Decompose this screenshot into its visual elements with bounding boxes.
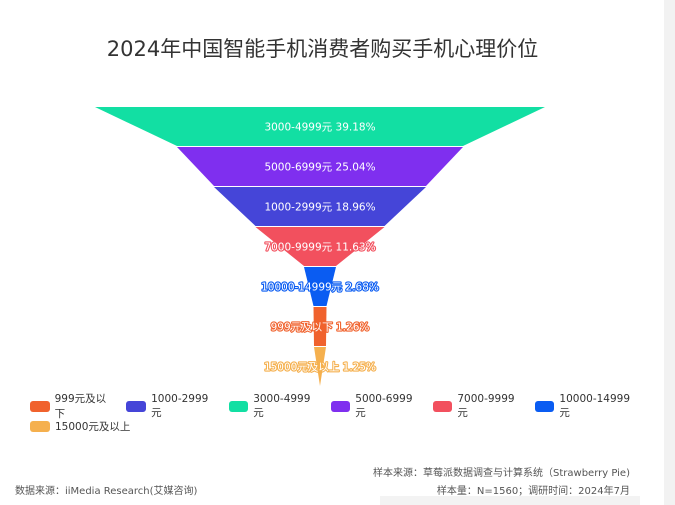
legend-item[interactable]: 999元及以下 [30, 391, 115, 421]
legend-swatch-icon [432, 400, 453, 412]
legend-label: 999元及以下 [54, 393, 107, 420]
funnel-segment-label: 10000-14999元 2.68% [261, 282, 379, 294]
legend-label: 7000-9999元 [457, 392, 515, 419]
legend-item[interactable]: 1000-2999元 [126, 393, 217, 420]
funnel-chart: 3000-4999元 39.18% 5000-6999元 25.04% 1000-2… [95, 107, 545, 386]
funnel-segment[interactable] [314, 347, 326, 386]
legend-item[interactable]: 5000-6999元 [330, 392, 422, 420]
funnel-segment-label: 999元及以下 1.26% [271, 322, 370, 334]
legend-item[interactable]: 3000-4999元 [228, 392, 320, 420]
legend-item[interactable]: 10000-14999元 [534, 392, 639, 420]
legend-row-1: 999元及以下 1000-2999元 3000-4999元 5000-6999元 700… [30, 393, 650, 420]
funnel-segment[interactable] [313, 307, 327, 346]
funnel-segment-label: 5000-6999元 25.04% [264, 162, 375, 174]
funnel-segment[interactable] [255, 227, 385, 266]
legend-row-2: 15000元及以上 [30, 417, 650, 435]
sample-source-note: 样本来源：草莓派数据调查与计算系统（Strawberry Pie) [373, 468, 630, 479]
sample-info-note: 样本量：N=1560；调研时间：2024年7月 [436, 486, 630, 497]
funnel-segment-label: 15000元及以上 1.25% [264, 362, 376, 374]
legend-swatch-icon [228, 400, 249, 412]
legend-item[interactable]: 15000元及以上 [30, 419, 130, 434]
legend-label: 5000-6999元 [355, 392, 413, 419]
funnel-segment-label: 1000-2999元 18.96% [264, 202, 375, 214]
bottom-shade [380, 496, 640, 505]
chart-title: 2024年中国智能手机消费者购买手机心理价位 [106, 37, 539, 61]
funnel-segment[interactable] [304, 267, 336, 306]
page-scrollbar-strip [664, 0, 675, 505]
legend-swatch-icon [330, 400, 351, 412]
legend-label: 10000-14999元 [559, 392, 631, 419]
funnel-segment[interactable] [177, 147, 463, 186]
funnel-segment[interactable] [95, 107, 545, 146]
funnel-segment-label: 3000-4999元 39.18% [264, 122, 375, 134]
data-source-note: 数据来源：iiMedia Research(艾媒咨询) [15, 486, 198, 497]
legend-label: 1000-2999元 [151, 392, 209, 419]
legend-label: 3000-4999元 [253, 392, 311, 419]
legend-item[interactable]: 7000-9999元 [432, 392, 524, 420]
legend-swatch-icon [30, 420, 50, 432]
funnel-segment[interactable] [214, 187, 426, 226]
legend-swatch-icon [126, 400, 147, 412]
legend-label: 15000元及以上 [55, 420, 131, 433]
legend-swatch-icon [534, 400, 555, 412]
legend-swatch-icon [30, 400, 50, 412]
funnel-segment-label: 7000-9999元 11.63% [264, 242, 375, 254]
chart-legend: 999元及以下 1000-2999元 3000-4999元 5000-6999元 700… [30, 393, 650, 437]
